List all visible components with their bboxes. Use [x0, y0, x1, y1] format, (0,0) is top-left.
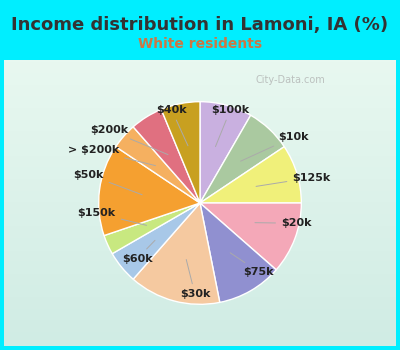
- Wedge shape: [133, 110, 200, 203]
- Wedge shape: [99, 147, 200, 236]
- Text: Income distribution in Lamoni, IA (%): Income distribution in Lamoni, IA (%): [12, 16, 388, 34]
- Text: $200k: $200k: [90, 125, 168, 155]
- Text: $100k: $100k: [211, 105, 250, 147]
- Wedge shape: [133, 203, 220, 304]
- Text: $150k: $150k: [78, 208, 146, 225]
- Wedge shape: [200, 203, 301, 270]
- Wedge shape: [200, 115, 284, 203]
- Wedge shape: [200, 102, 251, 203]
- Wedge shape: [200, 203, 276, 302]
- Text: $10k: $10k: [241, 132, 308, 161]
- Wedge shape: [104, 203, 200, 254]
- Text: $20k: $20k: [255, 218, 312, 228]
- Wedge shape: [200, 147, 301, 203]
- Text: White residents: White residents: [138, 37, 262, 51]
- Text: > $200k: > $200k: [68, 145, 156, 166]
- Wedge shape: [116, 127, 200, 203]
- Text: $50k: $50k: [73, 170, 142, 195]
- Text: $75k: $75k: [230, 253, 274, 277]
- Text: $125k: $125k: [256, 173, 330, 187]
- Text: City-Data.com: City-Data.com: [255, 75, 325, 85]
- Wedge shape: [161, 102, 200, 203]
- Text: $60k: $60k: [122, 240, 155, 264]
- Wedge shape: [112, 203, 200, 279]
- Text: $30k: $30k: [180, 260, 210, 299]
- Text: $40k: $40k: [156, 105, 188, 146]
